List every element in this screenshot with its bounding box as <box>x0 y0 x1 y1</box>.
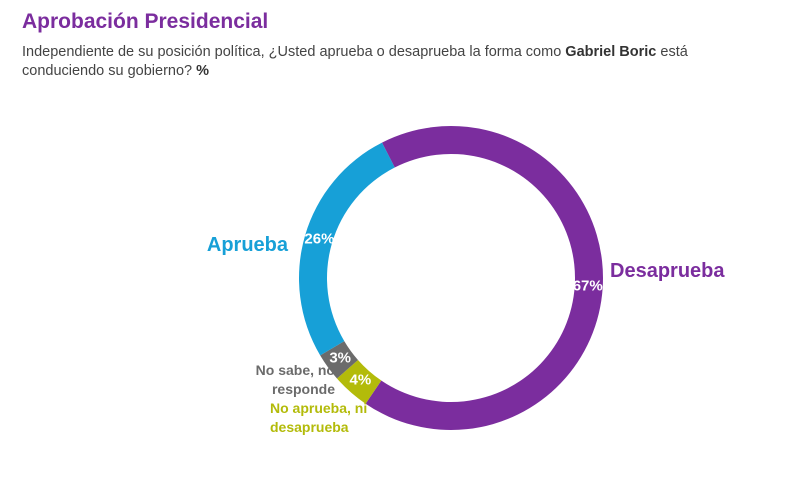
donut-slice <box>320 341 358 379</box>
value-label: 67% <box>573 278 603 295</box>
chart-subtitle: Independiente de su posición política, ¿… <box>22 43 772 81</box>
donut-slice <box>299 142 395 356</box>
subtitle-name: Gabriel Boric <box>565 44 657 60</box>
chart-title: Aprobación Presidencial <box>22 10 269 33</box>
value-label: 26% <box>304 231 334 248</box>
subtitle-text: está conduciendo su gobierno? <box>22 44 688 79</box>
category-label: No aprueba, ni desaprueba <box>270 400 368 435</box>
subtitle-unit: % <box>196 63 210 79</box>
donut-slice <box>336 360 382 404</box>
donut-slice <box>365 126 603 430</box>
value-label: 4% <box>350 372 372 389</box>
category-label: Aprueba <box>206 234 288 256</box>
category-label: Desaprueba <box>610 260 725 282</box>
value-label: 3% <box>329 349 351 366</box>
category-label: No sabe, no responde <box>255 362 335 397</box>
subtitle-text: Independiente de su posición política, ¿… <box>22 44 566 60</box>
